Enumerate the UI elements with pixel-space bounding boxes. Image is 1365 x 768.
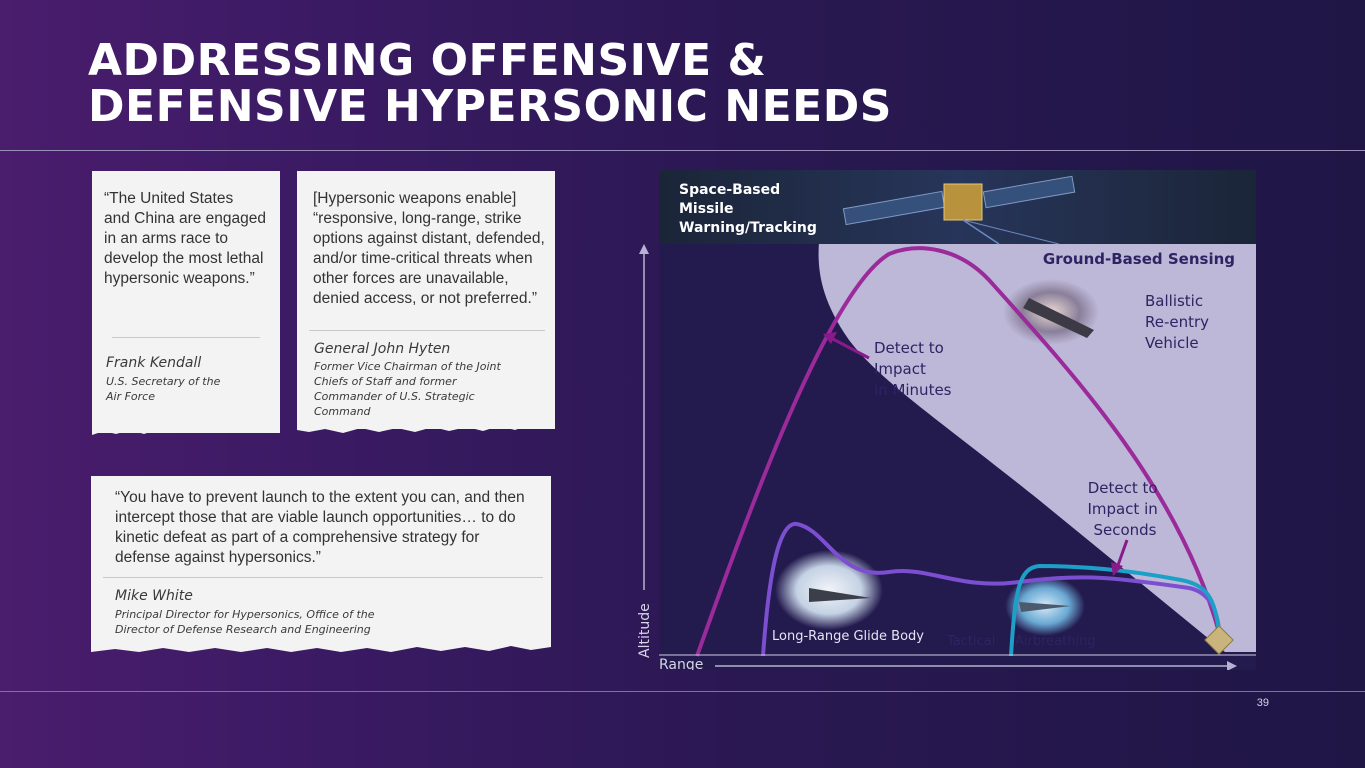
airbreathing-vehicle-icon (1019, 602, 1071, 612)
glide-trajectory (761, 522, 1221, 657)
quote-line: “responsive, long-range, strike (313, 210, 522, 227)
quote-line: “You have to prevent launch to the exten… (115, 489, 525, 506)
ballistic-trajectory (695, 246, 1221, 657)
tactical-label: Tactical (946, 634, 995, 649)
quote-card-kendall: “The United States and China are engaged… (92, 171, 280, 435)
detect-minutes-arrow (830, 336, 870, 360)
quote-author-role: U.S. Secretary of the Air Force (106, 374, 220, 404)
quote-line: “The United States (104, 190, 234, 207)
quote-author: Mike White (115, 588, 193, 604)
torn-edge (91, 639, 551, 652)
brv-vehicle-icon (1023, 298, 1094, 338)
role-line: Chiefs of Staff and former (314, 375, 457, 388)
detect-minutes-arrowhead (823, 332, 837, 344)
role-line: U.S. Secretary of the (106, 375, 221, 388)
slide-title-line-1: ADDRESSING OFFENSIVE & (88, 35, 767, 86)
quote-text: [Hypersonic weapons enable] “responsive,… (313, 189, 545, 309)
diagram-canvas: Space-Based Missile Warning/Tracking Gro… (659, 170, 1256, 670)
quote-card-hyten: [Hypersonic weapons enable] “responsive,… (297, 171, 555, 433)
role-line: Commander of U.S. Strategic (314, 390, 475, 403)
torn-edge (297, 421, 555, 433)
quote-line: intercept those that are viable launch o… (115, 509, 516, 526)
quote-line: defense against hypersonics.” (115, 549, 321, 566)
quote-author-role: Principal Director for Hypersonics, Offi… (115, 607, 375, 637)
role-line: Command (314, 405, 371, 418)
satellite-icon (842, 175, 1076, 245)
quote-author: Frank Kendall (106, 355, 202, 371)
role-line: Air Force (106, 390, 155, 403)
torn-edge (92, 421, 280, 435)
detect-minutes-label: Detect to Impact in Minutes (874, 339, 952, 399)
x-axis-label: Range (659, 657, 703, 670)
role-line: Principal Director for Hypersonics, Offi… (115, 608, 375, 621)
y-axis-arrowhead (639, 244, 649, 254)
quote-line: [Hypersonic weapons enable] (313, 190, 517, 207)
detect-seconds-arrowhead (1111, 562, 1123, 576)
glide-body-label: Long-Range Glide Body (772, 629, 924, 644)
y-axis: Altitude (637, 244, 653, 658)
slide-title: ADDRESSING OFFENSIVE & DEFENSIVE HYPERSO… (88, 38, 892, 130)
page-number: 39 (1256, 697, 1269, 709)
quote-line: and China are engaged (104, 210, 267, 227)
quote-line: kinetic defeat as part of a comprehensiv… (115, 529, 480, 546)
detect-seconds-arrow (1115, 539, 1129, 569)
quote-line: develop the most lethal (104, 250, 264, 267)
quote-line: other forces are unavailable, (313, 270, 509, 287)
quote-card-white: “You have to prevent launch to the exten… (91, 476, 551, 652)
footer-divider (0, 691, 1365, 692)
slide-title-line-2: DEFENSIVE HYPERSONIC NEEDS (88, 81, 892, 132)
quote-line: in an arms race to (104, 230, 229, 247)
ground-sensing-label: Ground-Based Sensing (1043, 250, 1235, 268)
quote-text: “The United States and China are engaged… (104, 189, 266, 289)
quote-line: denied access, or not preferred.” (313, 290, 538, 307)
y-axis-label: Altitude (637, 603, 653, 658)
title-divider (0, 150, 1365, 151)
airbreathing-label: Airbreathing (1015, 634, 1096, 649)
hypersonic-trajectory-diagram: Space-Based Missile Warning/Tracking Gro… (659, 170, 1256, 670)
glide-body-image (775, 550, 883, 630)
quote-author: General John Hyten (314, 341, 451, 357)
glide-vehicle-icon (809, 588, 871, 602)
quote-line: and/or time-critical threats when (313, 250, 533, 267)
quote-line: options against distant, defended, (313, 230, 545, 247)
role-line: Former Vice Chairman of the Joint (314, 360, 501, 373)
quote-line: hypersonic weapons.” (104, 270, 255, 287)
target-marker (1204, 625, 1234, 655)
x-axis-arrowhead (1227, 661, 1237, 670)
detect-seconds-label: Detect to Impact in Seconds (1087, 479, 1162, 539)
quote-separator (309, 330, 545, 331)
quote-separator (103, 577, 543, 578)
airbreathing-trajectory (1009, 563, 1221, 657)
quote-author-role: Former Vice Chairman of the Joint Chiefs… (314, 359, 501, 419)
brv-label: Ballistic Re-entry Vehicle (1145, 292, 1214, 352)
ground-sensing-zone (818, 242, 1256, 652)
space-label: Space-Based Missile Warning/Tracking (679, 182, 817, 236)
quote-text: “You have to prevent launch to the exten… (115, 488, 525, 568)
quote-separator (112, 337, 260, 338)
role-line: Director of Defense Research and Enginee… (115, 623, 371, 636)
